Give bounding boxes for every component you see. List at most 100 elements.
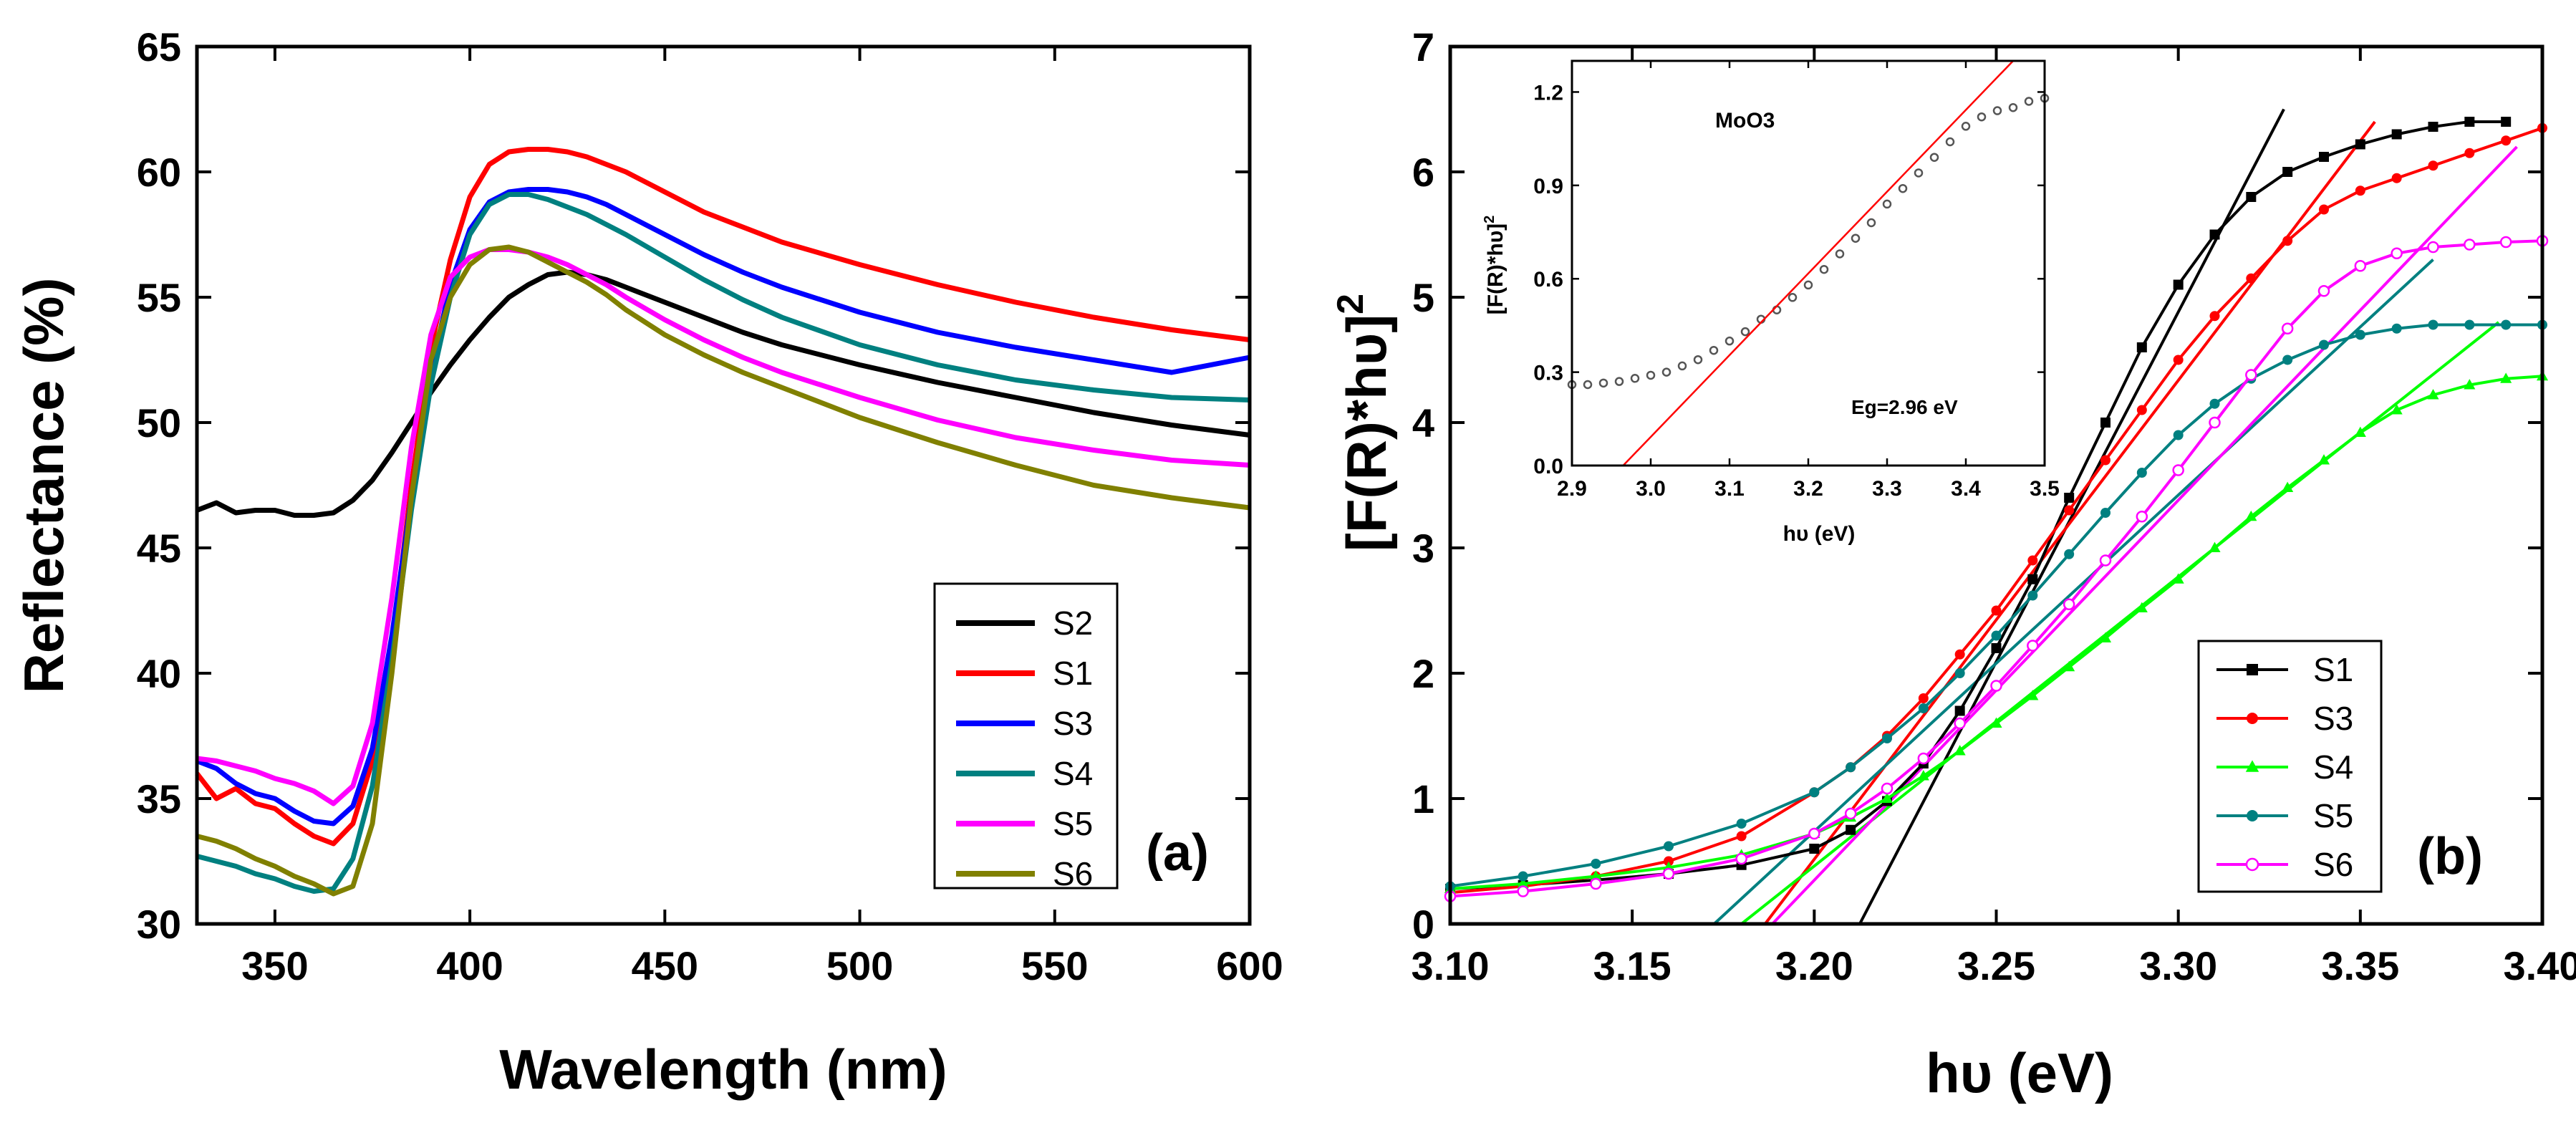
legend-label-s3: S3 — [2313, 700, 2353, 737]
inset-annotation: Eg=2.96 eV — [1851, 396, 1958, 418]
series-line-s6 — [1449, 239, 2543, 898]
inset-data-point — [1835, 249, 1845, 259]
x-tick-label: 2.9 — [1557, 477, 1587, 501]
panel-b-x-ticks: 3.10 3.15 3.20 3.25 3.30 3.35 3.40 — [1412, 47, 2576, 988]
inset-data-point — [1914, 168, 1924, 178]
data-point-s3 — [2391, 173, 2402, 183]
data-point-s3 — [2464, 148, 2475, 158]
data-point-s5 — [2100, 508, 2111, 518]
data-point-s4 — [1517, 877, 1529, 888]
inset-data-point — [1661, 367, 1671, 377]
data-point-s1 — [2173, 279, 2184, 290]
data-point-s6 — [1881, 782, 1894, 795]
data-point-s6 — [1735, 852, 1747, 865]
data-point-s1 — [2100, 418, 2111, 428]
series-line-s3 — [1449, 126, 2543, 895]
inset-data-point — [1866, 218, 1876, 228]
y-tick-label: 0 — [1412, 902, 1434, 947]
y-tick-label: 0.6 — [1533, 268, 1563, 291]
inset-data-point — [1724, 336, 1735, 346]
data-point-s4 — [2391, 404, 2403, 415]
data-point-s5 — [1882, 733, 1892, 743]
legend-marker-s3 — [2247, 713, 2258, 724]
data-point-s6 — [2245, 369, 2257, 381]
x-tick-label: 3.10 — [1412, 943, 1490, 988]
panel-a-x-ticks: 350 400 450 500 550 600 — [241, 47, 1283, 988]
data-point-s3 — [2428, 160, 2438, 171]
y-tick-label: 65 — [137, 24, 181, 69]
y-tick-label: 30 — [137, 902, 181, 947]
data-point-s6 — [2499, 236, 2512, 249]
panel-a-label: (a) — [1146, 824, 1209, 882]
data-point-s1 — [2027, 574, 2038, 584]
x-tick-label: 3.0 — [1636, 477, 1666, 501]
legend-marker-s6 — [2245, 857, 2259, 872]
data-point-s1 — [2136, 342, 2147, 352]
inset-fit-line — [1622, 60, 2014, 466]
panel-b-y-axis-title: [F(R)*hυ]2 — [1330, 294, 1398, 551]
x-tick-label: 3.20 — [1775, 943, 1853, 988]
data-point-s6 — [2027, 640, 2039, 652]
data-point-s5 — [2319, 339, 2329, 350]
data-point-s6 — [2281, 322, 2294, 334]
data-point-s4 — [2209, 541, 2221, 552]
data-point-s3 — [2136, 405, 2147, 415]
inset-y-axis-title-sup: 2 — [1482, 216, 1497, 223]
y-tick-label: 0.9 — [1533, 175, 1563, 198]
y-tick-label: 3 — [1412, 526, 1434, 571]
inset-data-point — [1630, 374, 1640, 383]
legend-label-s4: S4 — [2313, 748, 2353, 786]
data-point-s5 — [1518, 871, 1528, 882]
panel-b-y-ticks: 0 1 2 3 4 5 6 7 — [1412, 24, 2542, 947]
data-point-s6 — [2172, 464, 2184, 476]
data-point-s4 — [1917, 770, 1929, 781]
inset-data-point — [1992, 106, 2002, 115]
data-point-s5 — [2027, 590, 2038, 601]
panel-b-tauc-chart: 3.10 3.15 3.20 3.25 3.30 3.35 3.40 0 1 2 3 4 5 6 7 hυ… — [1330, 24, 2576, 1104]
legend-label-s5: S5 — [2313, 797, 2353, 834]
data-point-s1 — [2246, 192, 2257, 202]
legend-label-s5: S5 — [1053, 805, 1093, 842]
legend-label-s3: S3 — [1053, 705, 1093, 742]
y-tick-label: 60 — [137, 150, 181, 195]
x-tick-label: 3.35 — [2321, 943, 2399, 988]
data-point-s1 — [1846, 824, 1856, 835]
data-point-s6 — [1662, 867, 1675, 880]
legend-label-s1: S1 — [1053, 655, 1093, 692]
inset-data-point — [1693, 355, 1703, 365]
data-point-s5 — [2464, 319, 2475, 330]
y-tick-label: 2 — [1412, 651, 1434, 696]
legend-label-s6: S6 — [1053, 855, 1093, 892]
inset-title: MoO3 — [1715, 109, 1775, 132]
data-point-s4 — [2063, 660, 2075, 672]
data-point-s6 — [1917, 752, 1930, 765]
data-point-s1 — [2319, 152, 2329, 162]
panel-a-frame — [195, 44, 1252, 926]
data-point-s3 — [1664, 856, 1674, 867]
data-point-s6 — [2209, 416, 2221, 429]
x-tick-label: 450 — [632, 943, 698, 988]
legend-label-s2: S2 — [1053, 604, 1093, 642]
data-point-s4 — [2172, 573, 2184, 584]
data-point-s1 — [1954, 705, 1965, 716]
series-line-s4 — [1449, 375, 2543, 890]
data-point-s3 — [2246, 273, 2257, 284]
data-point-s6 — [2464, 238, 2476, 251]
x-tick-label: 400 — [436, 943, 503, 988]
legend-marker-s4 — [2245, 760, 2259, 772]
data-point-s4 — [2464, 379, 2476, 390]
y-tick-label: 50 — [137, 400, 181, 445]
inset-y-axis-title-group: [F(R)*hυ]2 — [1482, 216, 1508, 315]
inset-data-point — [1961, 122, 1971, 131]
inset-data-point — [1677, 361, 1687, 371]
data-point-s3 — [2064, 505, 2075, 516]
legend-label-s4: S4 — [1053, 755, 1093, 792]
x-tick-label: 3.2 — [1793, 477, 1823, 501]
inset-data-point — [2024, 97, 2034, 106]
data-point-s4 — [1881, 792, 1894, 803]
x-tick-label: 3.3 — [1872, 477, 1902, 501]
data-point-s1 — [2464, 117, 2475, 127]
data-point-s3 — [1736, 831, 1747, 842]
y-tick-label: 40 — [137, 651, 181, 696]
inset-data-point — [1977, 112, 1987, 122]
